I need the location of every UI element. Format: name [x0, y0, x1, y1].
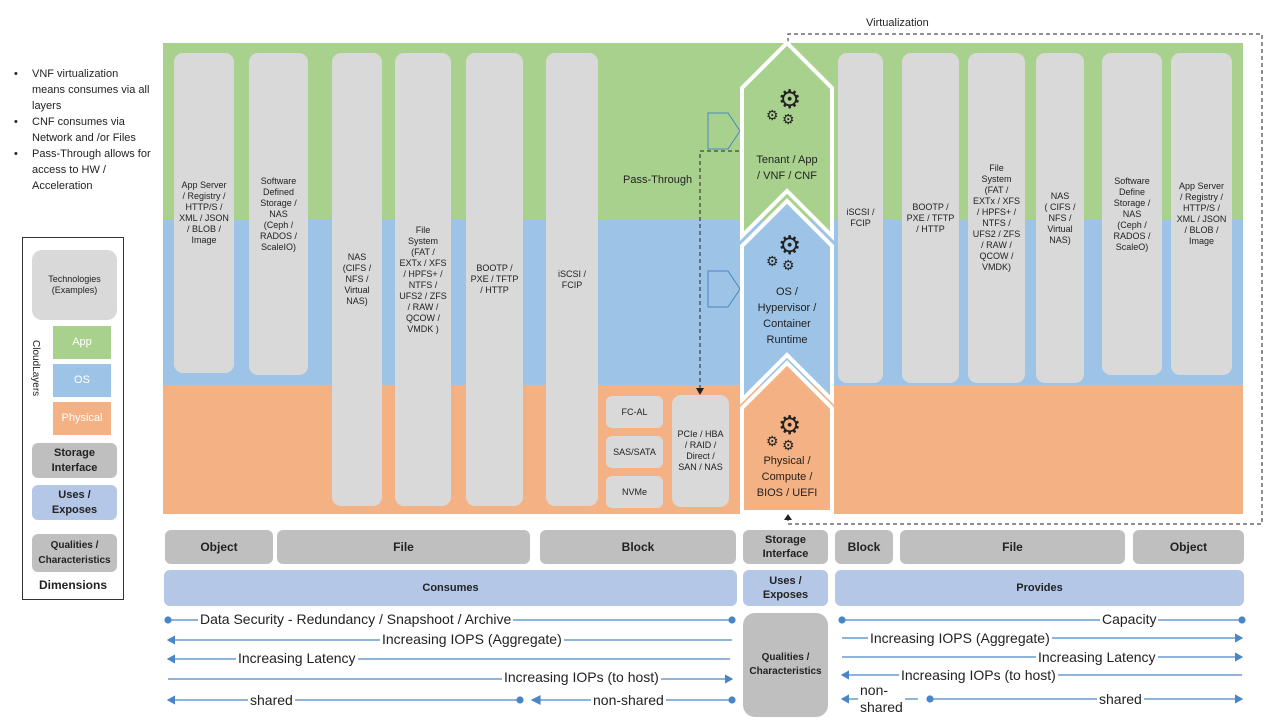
legend-qualities: Qualities / Characteristics [32, 534, 117, 572]
scale-iops-host-left: Increasing IOPs (to host) [502, 669, 661, 685]
chevron-os [740, 198, 834, 405]
storage-object-right: Object [1133, 530, 1244, 564]
pass-through-label: Pass-Through [623, 174, 693, 186]
gear-icon: ⚙ [778, 230, 802, 260]
gear-icon: ⚙ [766, 253, 779, 269]
storage-file-right: File [900, 530, 1125, 564]
pill-app-server-right: App Server / Registry / HTTP/S / XML / J… [1171, 53, 1232, 375]
scale-iops-aggregate-left: Increasing IOPS (Aggregate) [380, 631, 564, 647]
pill-filesystem-left: File System (FAT / EXTx / XFS / HPFS+ / … [395, 53, 451, 506]
scale-iops-aggregate-right: Increasing IOPS (Aggregate) [868, 630, 1052, 646]
note-item: Pass-Through allows for access to HW / A… [14, 146, 154, 194]
legend-cloud-layers: CloudLayers [30, 340, 41, 397]
scale-shared-right: shared [1097, 691, 1144, 707]
dimensions-legend: Technologies (Examples) CloudLayers App … [22, 237, 124, 600]
pill-app-server-left: App Server / Registry / HTTP/S / XML / J… [174, 53, 234, 373]
gear-icon: ⚙ [778, 84, 802, 114]
note-item: VNF virtualization means consumes via al… [14, 66, 154, 114]
note-item: CNF consumes via Network and /or Files [14, 114, 154, 146]
gear-icon: ⚙ [782, 437, 795, 453]
gear-icon: ⚙ [766, 433, 779, 449]
legend-dimensions: Dimensions [38, 578, 107, 592]
notes-list: VNF virtualization means consumes via al… [14, 66, 154, 194]
storage-object-left: Object [165, 530, 273, 564]
item-sas-sata: SAS/SATA [606, 436, 663, 468]
pill-bootp-left: BOOTP / PXE / TFTP / HTTP [466, 53, 523, 506]
provides-bar: Provides [835, 570, 1244, 606]
scale-capacity: Capacity [1100, 611, 1159, 627]
storage-block-right: Block [835, 530, 893, 564]
chevron-physical-label: Physical / Compute / BIOS / UEFI [756, 455, 818, 499]
pill-sds-right: Software Define Storage / NAS (Ceph / RA… [1102, 53, 1162, 375]
gear-icon: ⚙ [782, 257, 795, 273]
pill-nas-right: NAS ( CIFS / NFS / Virtual NAS) [1036, 53, 1084, 383]
gear-icon: ⚙ [766, 107, 779, 123]
qualities-center: Qualities / Characteristics [743, 613, 828, 717]
chevron-physical [740, 360, 834, 514]
scale-data-security: Data Security - Redundancy / Snapshoot /… [198, 611, 514, 627]
item-fc-al: FC-AL [606, 396, 663, 428]
legend-uses-exposes: Uses / Exposes [32, 485, 117, 520]
item-pcie: PCIe / HBA / RAID / Direct / SAN / NAS [672, 395, 729, 507]
legend-app: App [53, 326, 111, 359]
scale-non-shared-left: non-shared [591, 692, 666, 708]
storage-interface-center: Storage Interface [743, 530, 828, 564]
pill-bootp-right: BOOTP / PXE / TFTP / HTTP [902, 53, 959, 383]
scale-shared-left: shared [248, 692, 295, 708]
uses-exposes-center: Uses / Exposes [743, 570, 828, 606]
chevron-tenant [740, 40, 834, 241]
legend-os: OS [53, 364, 111, 397]
scale-iops-host-right: Increasing IOPs (to host) [899, 667, 1058, 683]
pill-sds-left: Software Defined Storage / NAS (Ceph / R… [249, 53, 308, 375]
pill-iscsi-left: iSCSI / FCIP [546, 53, 598, 506]
item-nvme: NVMe [606, 476, 663, 508]
chevron-tenant-label: Tenant / App / VNF / CNF [756, 154, 818, 182]
pill-nas-left: NAS (CIFS / NFS / Virtual NAS) [332, 53, 382, 506]
gear-icon: ⚙ [778, 410, 802, 440]
scale-latency-left: Increasing Latency [236, 650, 358, 666]
scale-non-shared-right: non- shared [858, 682, 905, 716]
pill-iscsi-right: iSCSI / FCIP [838, 53, 883, 383]
virtualization-label: Virtualization [866, 17, 929, 29]
consumes-bar: Consumes [164, 570, 737, 606]
legend-physical: Physical [53, 402, 111, 435]
legend-technologies: Technologies (Examples) [32, 250, 117, 320]
gear-icon: ⚙ [782, 111, 795, 127]
scale-latency-right: Increasing Latency [1036, 649, 1158, 665]
legend-storage-interface: Storage Interface [32, 443, 117, 478]
chevron-os-label: OS / Hypervisor / Container Runtime [757, 286, 817, 346]
storage-block-left: Block [540, 530, 736, 564]
pill-filesystem-right: File System (FAT / EXTx / XFS / HPFS+ / … [968, 53, 1025, 383]
storage-file-left: File [277, 530, 530, 564]
